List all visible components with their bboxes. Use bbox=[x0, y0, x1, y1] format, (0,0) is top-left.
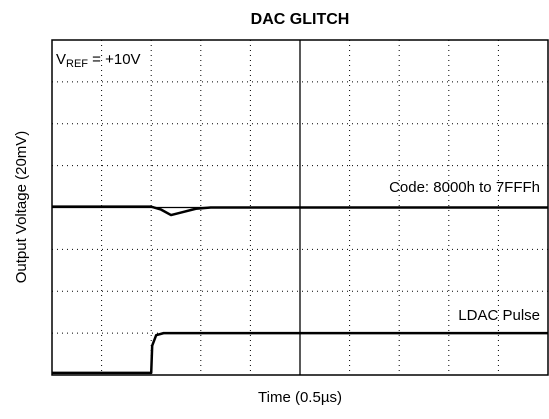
x-axis-label: Time (0.5µs) bbox=[258, 389, 342, 406]
vref-text: = +10V bbox=[88, 51, 141, 68]
chart-title: DAC GLITCH bbox=[251, 11, 350, 28]
legend-label: LDAC Pulse bbox=[458, 307, 540, 324]
legend-label: Code: 8000h to 7FFFh bbox=[389, 179, 540, 196]
trace bbox=[52, 205, 548, 217]
vref-annotation: VREF = +10V bbox=[56, 51, 141, 70]
trace bbox=[52, 331, 548, 375]
y-axis-label: Output Voltage (20mV) bbox=[13, 131, 30, 284]
vref-base: V bbox=[56, 51, 66, 68]
vref-sub: REF bbox=[66, 58, 88, 70]
